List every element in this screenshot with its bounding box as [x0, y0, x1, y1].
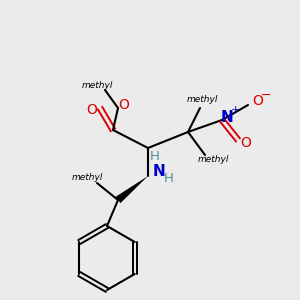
Text: O: O: [241, 136, 251, 150]
Text: methyl: methyl: [197, 154, 229, 164]
Text: methyl: methyl: [71, 173, 103, 182]
Text: O: O: [118, 98, 129, 112]
Text: N: N: [153, 164, 165, 179]
Text: N: N: [220, 110, 233, 124]
Text: +: +: [230, 105, 240, 115]
Text: O: O: [87, 103, 98, 117]
Text: methyl: methyl: [186, 95, 218, 104]
Text: O: O: [253, 94, 263, 108]
Polygon shape: [116, 176, 148, 203]
Text: methyl: methyl: [81, 80, 113, 89]
Text: H: H: [164, 172, 174, 185]
Text: −: −: [261, 88, 271, 101]
Text: H: H: [150, 149, 160, 163]
